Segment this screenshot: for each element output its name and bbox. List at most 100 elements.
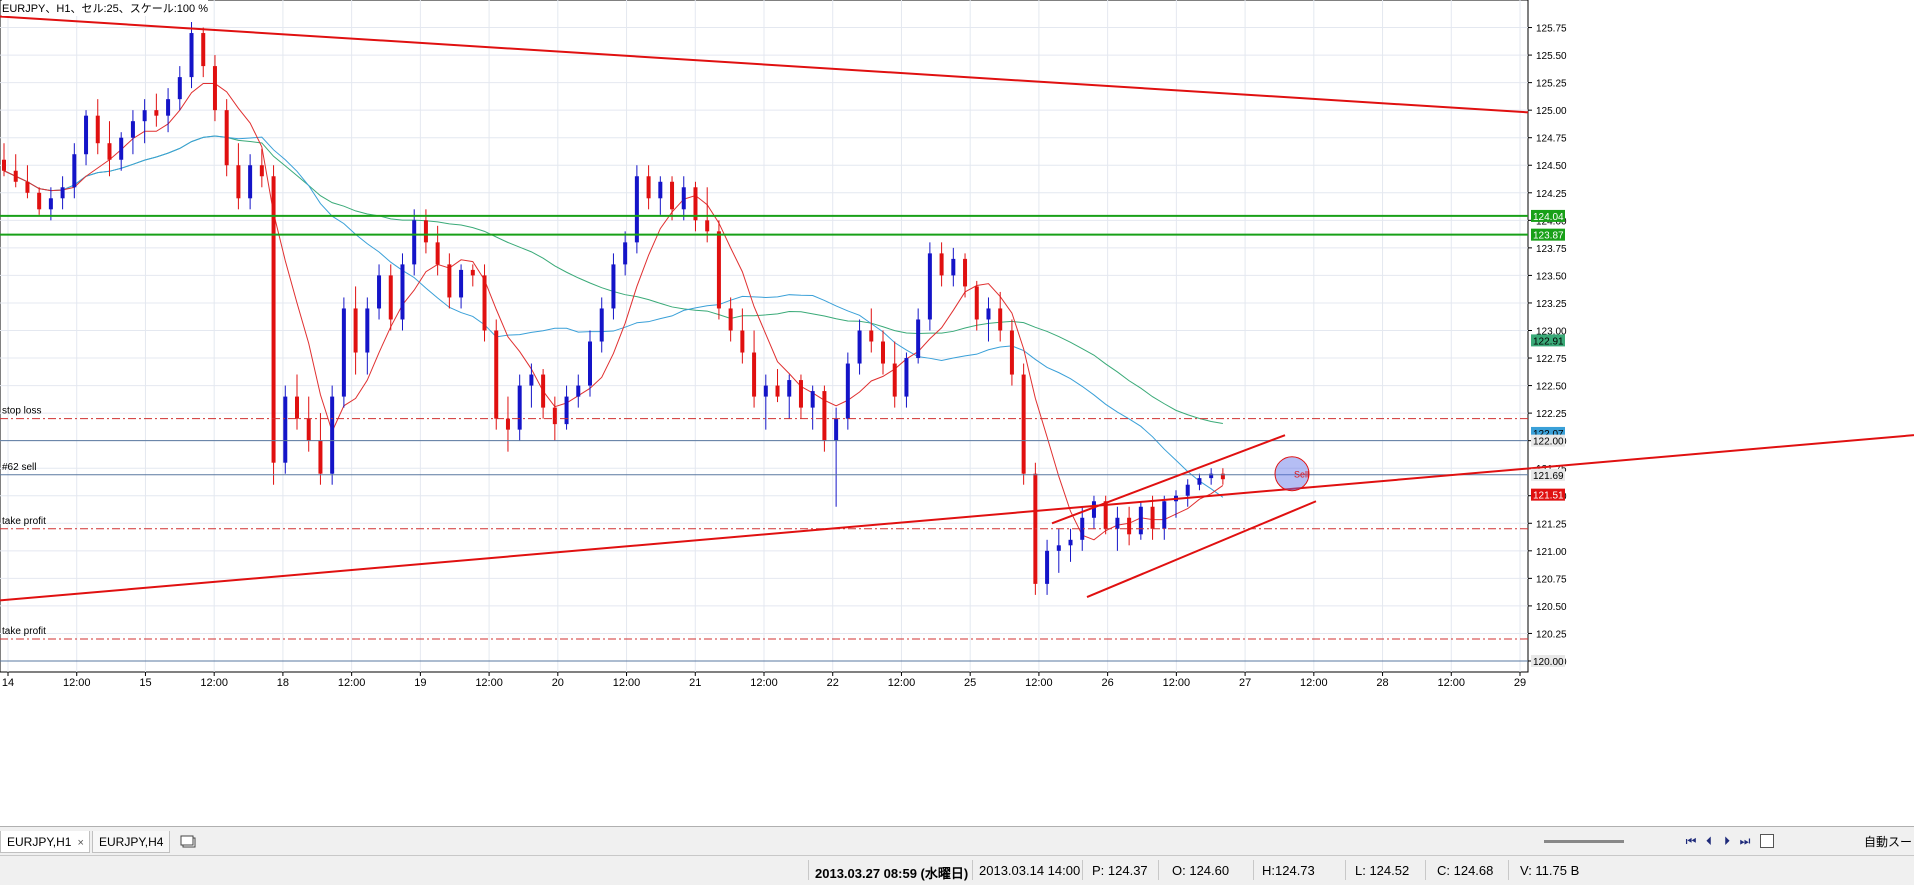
candle-bull: [634, 176, 639, 243]
candle-bear: [775, 385, 780, 397]
x-tick-label: 12:00: [338, 677, 366, 689]
candle-bull: [845, 363, 850, 419]
scroll-slider[interactable]: [1544, 840, 1624, 843]
y-tick-label: 125.25: [1536, 79, 1567, 90]
candle-bull: [1162, 501, 1167, 529]
status-divider: [1508, 860, 1509, 880]
candle-bear: [107, 143, 112, 160]
candle-bear: [212, 66, 217, 111]
candle-bull: [377, 275, 382, 309]
y-tick-label: 125.50: [1536, 51, 1567, 62]
candle-bull: [1068, 539, 1073, 546]
candle-bull: [1209, 473, 1214, 479]
candle-bear: [224, 110, 229, 166]
candle-bear: [1150, 506, 1155, 529]
new-window-icon[interactable]: [178, 833, 200, 851]
price-label-text: 121.51: [1533, 491, 1564, 502]
candle-bear: [318, 440, 323, 474]
x-tick-label: 28: [1376, 677, 1388, 689]
trendline-upper: [0, 15, 1529, 114]
status-low: L: 124.52: [1355, 863, 1410, 878]
candle-bull: [48, 198, 53, 210]
candle-bull: [588, 341, 592, 386]
candle-bull: [248, 165, 253, 199]
candle-bear: [998, 308, 1003, 331]
candle-bear: [13, 170, 18, 182]
status-divider: [972, 860, 973, 880]
price-label: 120.00: [1531, 654, 1565, 668]
price-label-box: [1531, 434, 1565, 447]
close-icon[interactable]: ×: [77, 837, 84, 849]
y-tick-label: 123.75: [1536, 244, 1567, 255]
channel-upper: [1051, 434, 1286, 525]
candle-bull: [1197, 478, 1202, 485]
tab-eurjpy-h1[interactable]: EURJPY,H1 ×: [0, 831, 90, 853]
candle-bull: [904, 358, 909, 397]
candle-bull: [459, 269, 464, 298]
status-divider: [1253, 860, 1254, 880]
scroll-next-button[interactable]: ⏵: [1723, 834, 1730, 848]
price-label-text: 122.00: [1533, 437, 1564, 448]
y-tick-label: 124.50: [1536, 161, 1567, 172]
auto-scroll-toggle[interactable]: [1760, 834, 1774, 848]
candle-bull: [1115, 517, 1120, 529]
price-label-text: 122.91: [1533, 336, 1564, 347]
x-tick-label: 22: [827, 677, 839, 689]
order-line-label: stop loss: [2, 406, 41, 417]
candle-bull: [564, 396, 569, 425]
candle-bear: [295, 396, 299, 419]
candle-bear: [1127, 517, 1132, 535]
candle-bear: [963, 258, 968, 287]
candle-bull: [84, 115, 89, 155]
status-datetime: 2013.03.27 08:59 (水曜日): [815, 866, 969, 881]
ma-fast-line: [3, 83, 1224, 541]
y-tick-label: 120.50: [1536, 602, 1567, 613]
ma-mid-line: [3, 135, 1224, 498]
candle-bull: [119, 137, 124, 160]
candle-bull: [927, 253, 932, 320]
auto-scroll-label: 自動スー: [1863, 835, 1912, 849]
scroll-prev-button[interactable]: ⏴: [1705, 834, 1712, 848]
price-label: 121.51: [1531, 488, 1565, 502]
candle-bear: [752, 352, 757, 397]
candle-bear: [552, 407, 557, 425]
x-tick-label: 12:00: [475, 677, 503, 689]
scroll-first-button[interactable]: ⏮: [1685, 834, 1697, 848]
candle-bull: [517, 385, 522, 430]
candle-bull: [1056, 545, 1061, 551]
tab-eurjpy-h4[interactable]: EURJPY,H4: [92, 831, 170, 853]
candle-bull: [1080, 517, 1085, 540]
candle-bull: [681, 187, 686, 210]
candle-bull: [130, 121, 135, 138]
candle-bull: [1091, 501, 1096, 518]
candle-bear: [201, 33, 206, 67]
candle-bull: [810, 391, 815, 408]
candle-bear: [670, 181, 675, 210]
chart-area[interactable]: 125.75 125.50 125.25 125.00 124.75 124.50 124.…: [0, 0, 1914, 826]
chart-title: EURJPY、H1、セル:25、スケール:100 %: [2, 0, 208, 16]
candle-bull: [412, 220, 417, 265]
status-volume: V: 11.75 B: [1520, 863, 1580, 878]
candle-bull: [72, 154, 77, 188]
candle-bear: [869, 330, 874, 342]
candle-bear: [259, 165, 264, 177]
candlestick-chart[interactable]: 125.75 125.50 125.25 125.00 124.75 124.50 124.…: [0, 0, 1914, 826]
scroll-last-button[interactable]: ⏭: [1739, 834, 1751, 848]
candle-bear: [716, 231, 721, 309]
status-divider: [1082, 860, 1083, 880]
price-label: 122.00: [1531, 434, 1565, 448]
x-tick-label: 14: [2, 677, 14, 689]
price-label: 123.87: [1531, 228, 1565, 242]
status-divider: [1425, 860, 1426, 880]
price-label-text: 120.00: [1533, 657, 1564, 668]
y-tick-label: 123.00: [1536, 326, 1567, 337]
candle-bull: [951, 258, 956, 276]
status-divider: [808, 860, 809, 880]
x-tick-label: 26: [1102, 677, 1114, 689]
candle-bull: [1185, 484, 1190, 496]
price-label-box: [1531, 468, 1565, 481]
x-tick-label: 12:00: [1438, 677, 1466, 689]
candle-bear: [37, 192, 42, 210]
x-tick-label: 12:00: [1163, 677, 1191, 689]
price-label-box: [1531, 488, 1565, 501]
